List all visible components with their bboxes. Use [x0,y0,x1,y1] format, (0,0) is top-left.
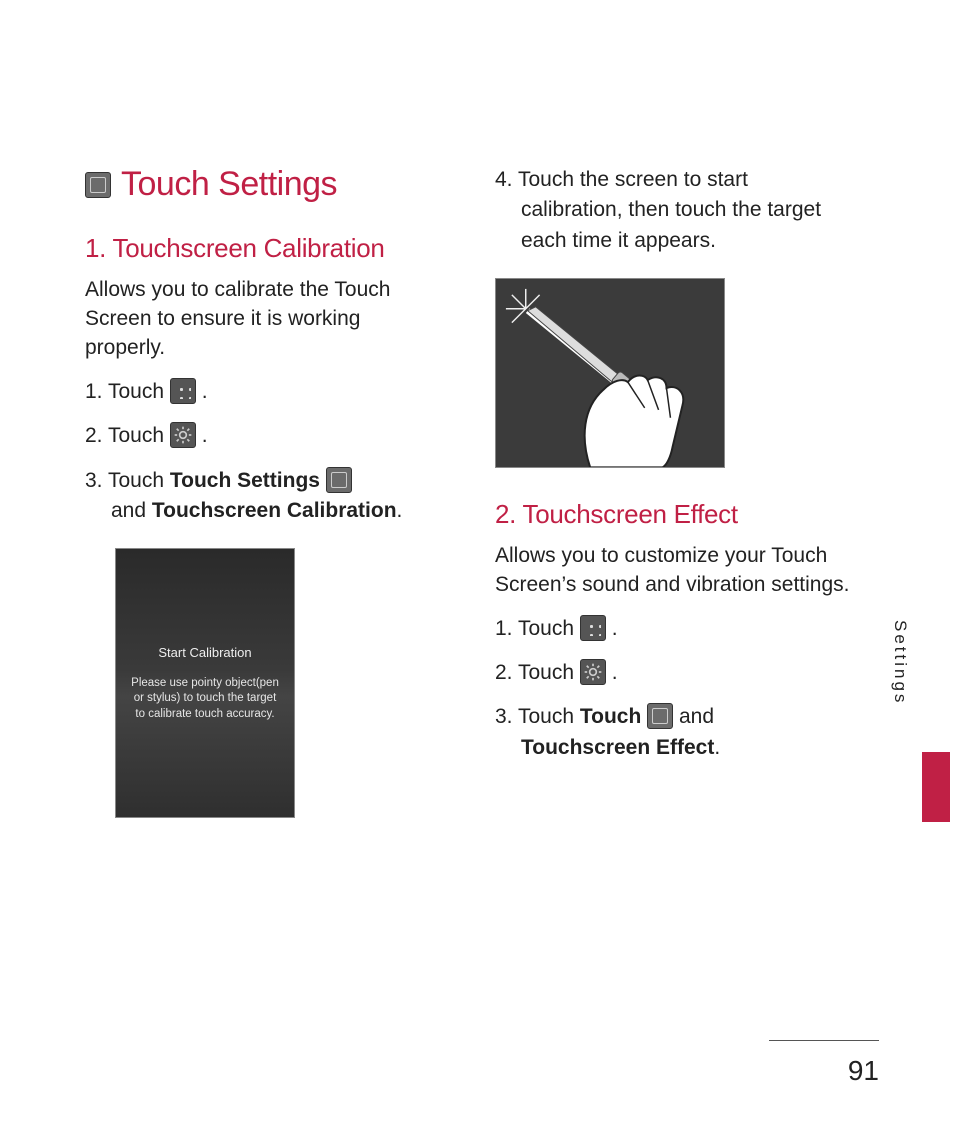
calibration-screenshot: Start Calibration Please use pointy obje… [115,548,295,818]
section1-step2: 2. Touch . [85,421,445,451]
step-bold: Touch [580,705,641,728]
side-tab-bar [922,752,950,822]
step-text [320,469,326,492]
step-text: 1. Touch [495,617,580,640]
page-number: 91 [848,1055,879,1087]
section1-intro: Allows you to calibrate the Touch Screen… [85,275,445,363]
step-text: 3. Touch [85,469,170,492]
touch-settings-icon [85,172,111,198]
manual-page: Touch Settings 1. Touchscreen Calibratio… [0,0,954,1145]
apps-grid-icon [170,378,196,404]
side-tab: Settings [882,620,950,810]
screenshot-body: Please use pointy object(pen or stylus) … [128,676,282,723]
section2-intro: Allows you to customize your Touch Scree… [495,541,855,600]
step-text: . [612,617,618,640]
page-number-rule [769,1040,879,1041]
side-tab-label: Settings [890,620,910,705]
section2-step1: 1. Touch . [495,614,855,644]
step-text: . [397,499,403,522]
step-text: 3. Touch [495,705,580,728]
step-text: . [202,424,208,447]
step-bold: Touchscreen Effect [521,736,714,759]
gear-icon [580,659,606,685]
left-column: Touch Settings 1. Touchscreen Calibratio… [85,165,445,818]
touch-settings-icon [326,467,352,493]
step-text: and [679,705,714,728]
apps-grid-icon [580,615,606,641]
step-text: 2. Touch [85,424,170,447]
section1-heading: 1. Touchscreen Calibration [85,232,445,265]
touch-settings-icon [647,703,673,729]
stylus-hand-figure [495,278,725,468]
step-text: and [111,499,152,522]
step-text: 2. Touch [495,661,580,684]
step-bold: Touch Settings [170,469,320,492]
page-title: Touch Settings [121,165,337,204]
gear-icon [170,422,196,448]
page-title-row: Touch Settings [85,165,445,204]
right-column: 4. Touch the screen to start calibration… [495,165,855,818]
section2-heading: 2. Touchscreen Effect [495,498,855,531]
section1-step3: 3. Touch Touch Settings and Touchscreen … [85,466,445,527]
section1-step1: 1. Touch . [85,377,445,407]
step-text: . [612,661,618,684]
step-text: . [714,736,720,759]
step-text: . [202,380,208,403]
section1-step4: 4. Touch the screen to start calibration… [495,165,855,256]
step-text: 4. Touch the screen to start calibration… [495,168,821,252]
section2-step3: 3. Touch Touch and Touchscreen Effect. [495,702,855,763]
section2-step2: 2. Touch . [495,658,855,688]
two-column-layout: Touch Settings 1. Touchscreen Calibratio… [85,165,884,818]
step-bold: Touchscreen Calibration [152,499,397,522]
step-text: 1. Touch [85,380,170,403]
screenshot-title: Start Calibration [158,645,251,660]
